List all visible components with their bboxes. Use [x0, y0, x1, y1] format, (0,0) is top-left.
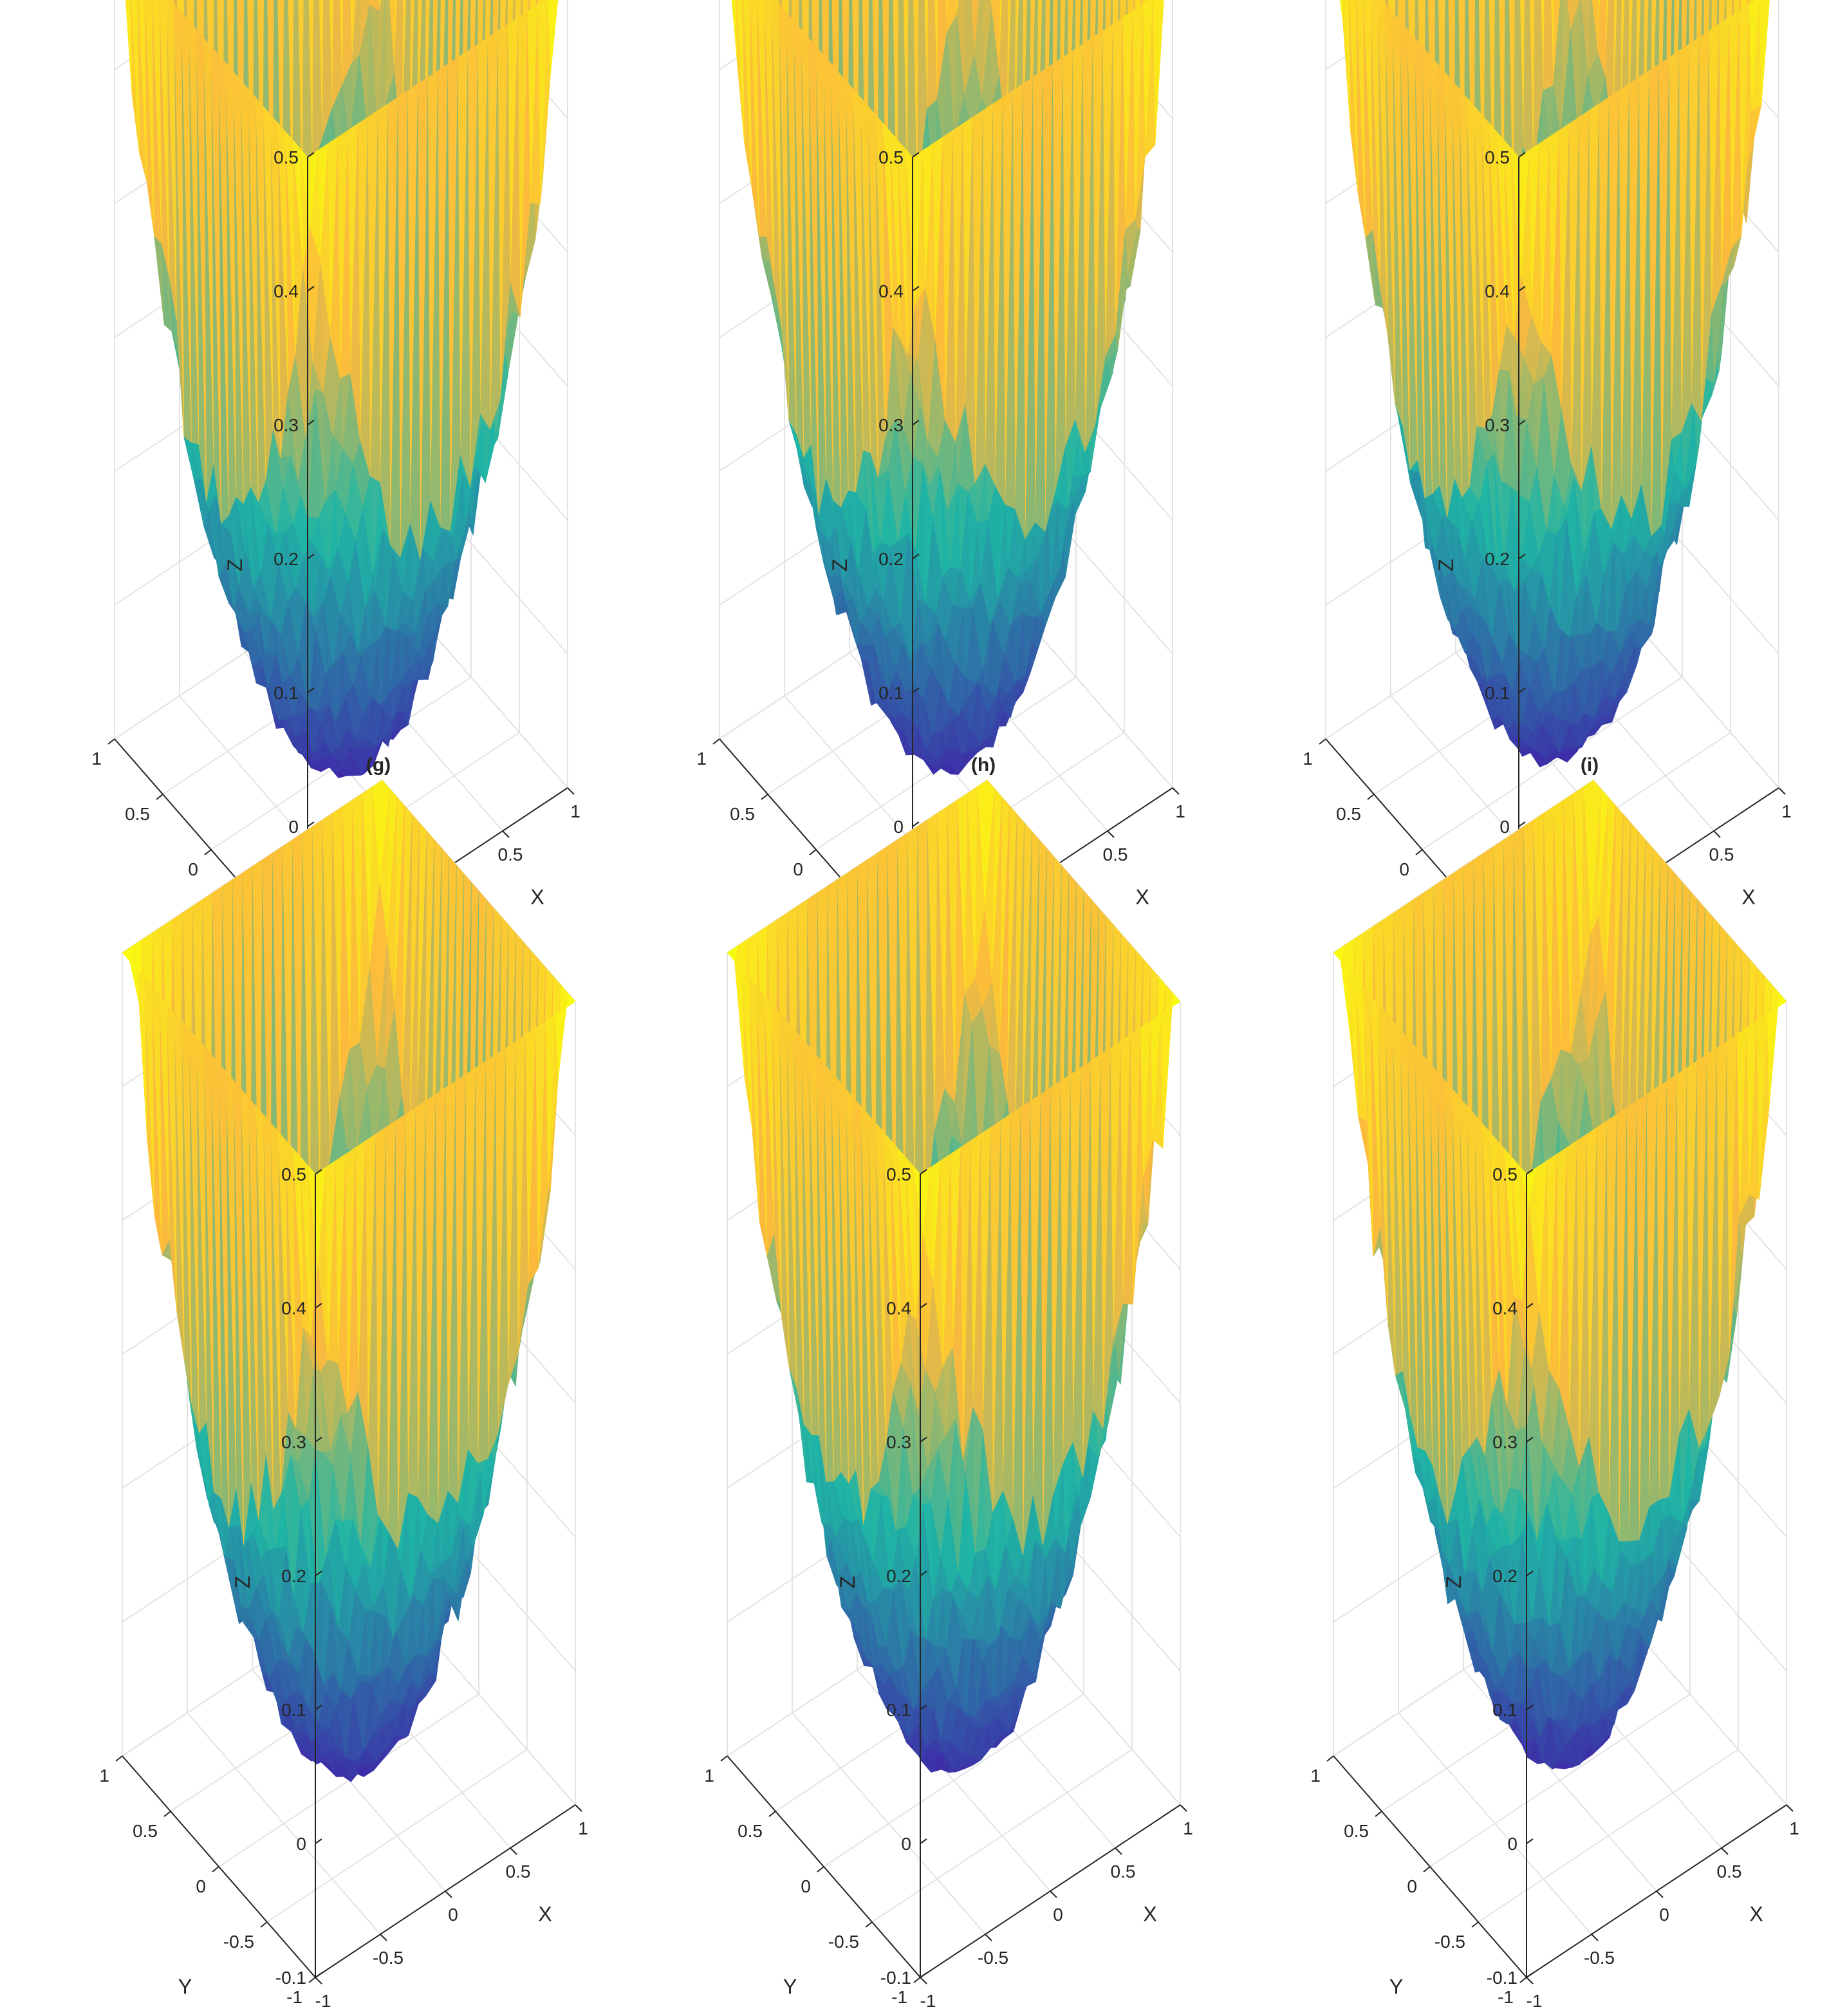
- y-tick-label: 0.5: [125, 804, 150, 824]
- surface-facet: [159, 0, 170, 277]
- panels: -0.100.10.20.30.40.5-1-0.500.51-1-0.500.…: [91, 0, 1799, 2011]
- z-axis-label: Z: [1434, 559, 1458, 572]
- x-tick-label: 0.5: [1709, 845, 1734, 864]
- y-tick-label: 0: [188, 859, 198, 879]
- y-tick-label: 0.5: [730, 804, 755, 824]
- surface-facet: [308, 0, 313, 169]
- z-tick-label: 0.2: [1485, 549, 1510, 569]
- y-tick-label: 0: [1399, 859, 1409, 879]
- z-tick-label: 0: [1499, 817, 1510, 837]
- surface-facet: [145, 0, 154, 236]
- z-tick-label: 0.5: [878, 147, 904, 167]
- surface-facet: [152, 0, 162, 244]
- z-tick-label: 0.2: [878, 549, 904, 569]
- z-tick-label: 0.2: [274, 549, 299, 569]
- z-tick-label: 0.3: [274, 415, 299, 435]
- z-tick-label: 0.1: [1485, 683, 1510, 703]
- x-tick-label: 1: [1781, 801, 1792, 821]
- surface-facet: [138, 0, 147, 182]
- surface-facet: [125, 0, 133, 95]
- y-tick-label: 1: [91, 749, 102, 769]
- surface-facet: [131, 0, 140, 154]
- z-tick-label: 0.3: [1485, 415, 1510, 435]
- z-tick-label: 0.3: [878, 415, 904, 435]
- y-tick-label: 1: [696, 749, 707, 769]
- z-tick-label: 0.4: [878, 281, 904, 301]
- x-axis-label: X: [1741, 885, 1755, 908]
- y-tick-label: 1: [1303, 749, 1313, 769]
- y-tick-label: 0.5: [1336, 804, 1361, 824]
- x-tick-label: 0.5: [1103, 845, 1128, 864]
- x-tick-label: 1: [570, 801, 580, 821]
- x-axis-label: X: [530, 885, 544, 908]
- surface-facet: [319, 0, 324, 140]
- z-tick-label: 0.4: [274, 281, 299, 301]
- x-axis-label: X: [1135, 885, 1149, 908]
- z-tick-label: 0: [893, 817, 904, 837]
- y-tick-label: 0: [793, 859, 803, 879]
- z-tick-label: 0.5: [1485, 147, 1510, 167]
- panel-d: -0.100.10.20.30.40.5-1-0.500.51-1-0.500.…: [91, 0, 580, 994]
- x-tick-label: 1: [1175, 801, 1185, 821]
- z-axis-label: Z: [828, 559, 851, 572]
- z-axis-label: Z: [223, 559, 246, 572]
- z-tick-label: 0.5: [274, 147, 299, 167]
- z-tick-label: 0.1: [274, 683, 299, 703]
- surface-facet: [329, 0, 333, 109]
- z-tick-label: 0.4: [1485, 281, 1510, 301]
- x-tick-label: 0.5: [498, 845, 523, 864]
- z-tick-label: 0: [288, 817, 299, 837]
- z-tick-label: 0.1: [878, 683, 904, 703]
- surface: [125, 0, 559, 779]
